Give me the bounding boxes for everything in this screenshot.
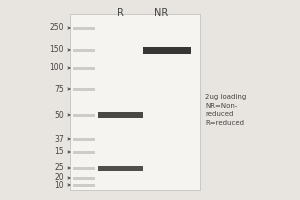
Text: 25: 25 bbox=[54, 164, 64, 172]
Bar bbox=[73, 114, 95, 116]
Bar bbox=[73, 138, 95, 140]
Bar bbox=[143, 46, 191, 53]
Text: 20: 20 bbox=[54, 173, 64, 182]
Bar bbox=[73, 66, 95, 70]
Text: NR: NR bbox=[154, 8, 168, 18]
Text: 150: 150 bbox=[50, 46, 64, 54]
Text: 2ug loading
NR=Non-
reduced
R=reduced: 2ug loading NR=Non- reduced R=reduced bbox=[205, 94, 246, 126]
Bar bbox=[73, 166, 95, 170]
Bar bbox=[98, 112, 143, 118]
Bar bbox=[73, 88, 95, 90]
Text: 100: 100 bbox=[50, 64, 64, 72]
Bar bbox=[73, 26, 95, 29]
Bar bbox=[73, 176, 95, 180]
Text: 10: 10 bbox=[54, 180, 64, 190]
Bar bbox=[70, 14, 200, 190]
Text: 75: 75 bbox=[54, 84, 64, 94]
Text: 50: 50 bbox=[54, 110, 64, 119]
Text: 250: 250 bbox=[50, 23, 64, 32]
Bar bbox=[73, 48, 95, 51]
Text: 37: 37 bbox=[54, 134, 64, 144]
Bar bbox=[73, 184, 95, 186]
Bar bbox=[73, 150, 95, 154]
Bar bbox=[98, 166, 143, 170]
Text: 15: 15 bbox=[54, 148, 64, 156]
Text: R: R bbox=[117, 8, 123, 18]
